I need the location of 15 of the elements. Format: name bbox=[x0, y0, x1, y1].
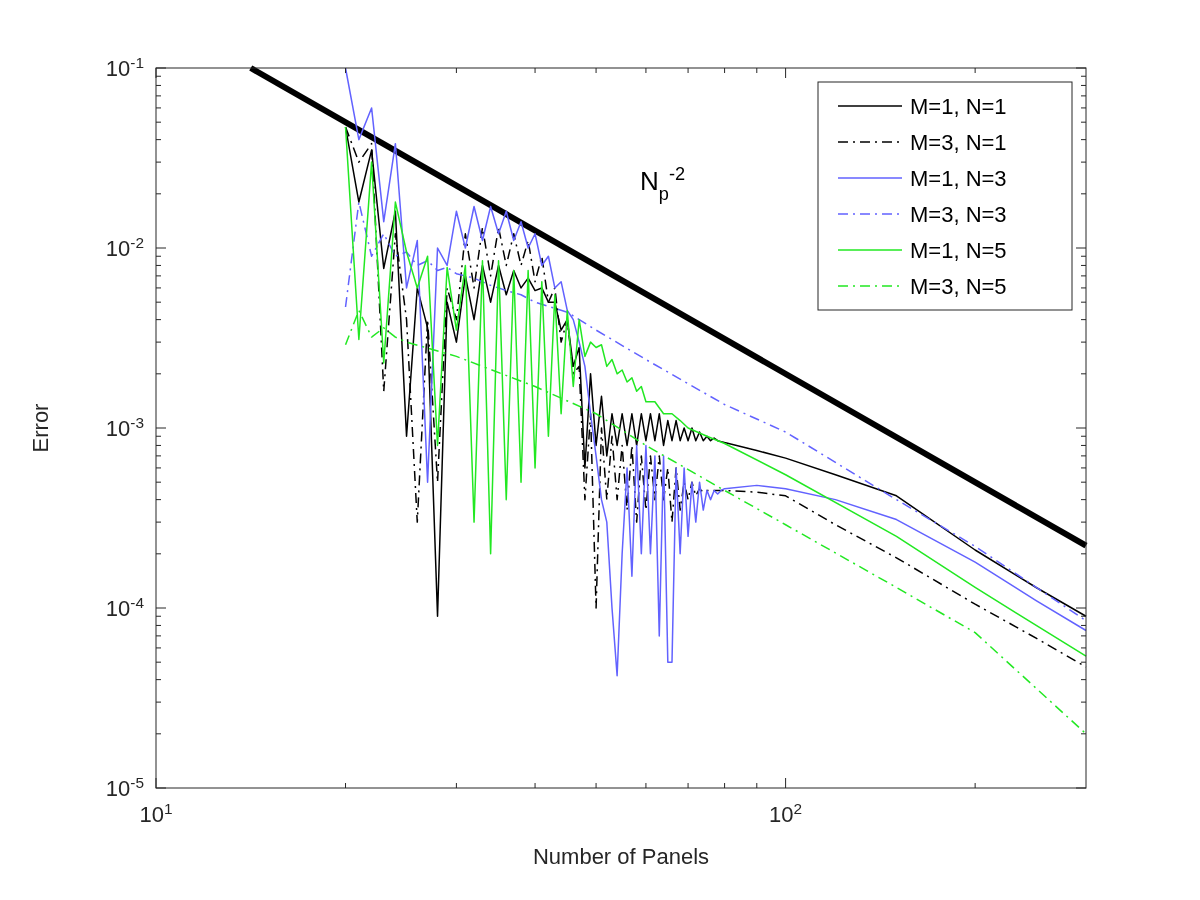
x-tick-label: 10$^{2}$ bbox=[769, 799, 803, 827]
y-tick-label: 10$^{-2}$ bbox=[105, 233, 144, 261]
y-axis-title: Error bbox=[28, 403, 53, 453]
x-tick-label: 10$^{1}$ bbox=[139, 799, 173, 827]
y-tick-label: 10$^{-1}$ bbox=[105, 53, 144, 81]
legend-label: M=1, N=1 bbox=[910, 94, 1007, 119]
y-tick-label: 10$^{-3}$ bbox=[105, 413, 144, 441]
x-axis-title: Number of Panels bbox=[532, 844, 710, 869]
legend-label: M=1, N=5 bbox=[910, 238, 1007, 263]
legend-label: M=3, N=1 bbox=[910, 130, 1007, 155]
legend-label: M=1, N=3 bbox=[910, 166, 1007, 191]
legend-label: M=3, N=3 bbox=[910, 202, 1007, 227]
legend-label: M=3, N=5 bbox=[910, 274, 1007, 299]
y-tick-label: 10$^{-4}$ bbox=[105, 593, 145, 621]
y-tick-label: 10$^{-5}$ bbox=[105, 773, 144, 801]
